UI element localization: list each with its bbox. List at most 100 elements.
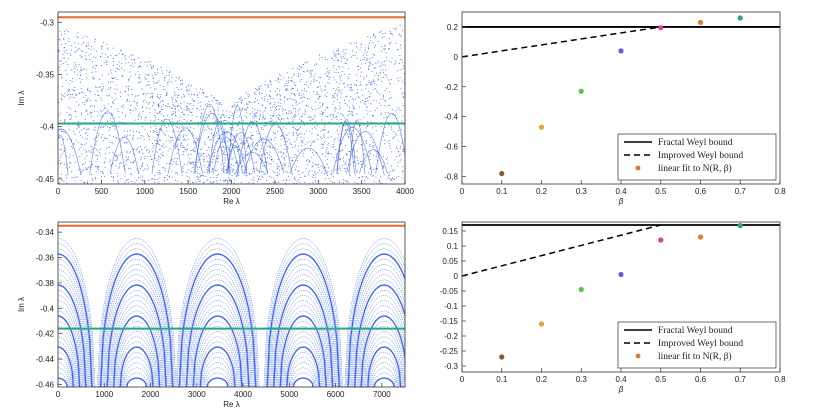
eigenvalue-point xyxy=(172,101,174,103)
eigenvalue-point xyxy=(104,153,106,155)
eigenvalue-point xyxy=(87,97,89,99)
eigenvalue-point xyxy=(379,181,381,183)
eigenvalue-point xyxy=(387,177,389,179)
eigenvalue-point xyxy=(338,139,340,141)
eigenvalue-point xyxy=(197,140,199,142)
eigenvalue-point xyxy=(371,70,373,72)
eigenvalue-point xyxy=(213,155,216,157)
eigenvalue-point xyxy=(347,83,349,86)
eigenvalue-point xyxy=(203,175,205,177)
y-tick-label: -0.3 xyxy=(444,362,458,371)
eigenvalue-point xyxy=(304,111,307,113)
eigenvalue-point xyxy=(150,126,152,128)
eigenvalue-point xyxy=(160,106,163,108)
eigenvalue-point xyxy=(301,140,303,142)
eigenvalue-arc xyxy=(58,258,92,387)
eigenvalue-arc xyxy=(284,336,323,387)
eigenvalue-point xyxy=(278,77,280,79)
eigenvalue-point xyxy=(210,171,212,173)
eigenvalue-point xyxy=(212,182,214,184)
eigenvalue-point xyxy=(253,176,255,178)
x-tick-label: 0.6 xyxy=(695,375,707,384)
eigenvalue-point xyxy=(292,131,294,133)
eigenvalue-point xyxy=(103,140,105,142)
eigenvalue-point xyxy=(367,172,370,174)
eigenvalue-point xyxy=(192,163,194,165)
eigenvalue-point xyxy=(154,88,156,90)
eigenvalue-point xyxy=(252,116,254,118)
eigenvalue-point xyxy=(170,81,173,83)
eigenvalue-point xyxy=(245,139,247,141)
eigenvalue-point xyxy=(224,154,226,156)
eigenvalue-point xyxy=(115,165,117,167)
eigenvalue-point xyxy=(327,82,329,84)
eigenvalue-point xyxy=(280,79,282,81)
eigenvalue-point xyxy=(114,70,116,72)
eigenvalue-point xyxy=(73,68,75,70)
eigenvalue-point xyxy=(246,102,248,104)
eigenvalue-point xyxy=(81,153,83,155)
eigenvalue-point xyxy=(286,84,289,86)
eigenvalue-point xyxy=(193,162,195,164)
eigenvalue-point xyxy=(65,69,67,72)
eigenvalue-point xyxy=(130,65,132,67)
eigenvalue-point xyxy=(309,145,311,147)
eigenvalue-arch xyxy=(359,149,388,174)
eigenvalue-point xyxy=(154,82,156,84)
eigenvalue-point xyxy=(188,177,190,179)
eigenvalue-point xyxy=(231,158,233,160)
eigenvalue-point xyxy=(83,41,85,43)
eigenvalue-point xyxy=(171,163,173,165)
eigenvalue-point xyxy=(67,94,70,96)
eigenvalue-point xyxy=(332,143,334,145)
eigenvalue-point xyxy=(271,84,273,86)
eigenvalue-point xyxy=(317,172,319,174)
eigenvalue-point xyxy=(371,127,374,129)
eigenvalue-point xyxy=(283,165,286,167)
eigenvalue-point xyxy=(336,129,338,131)
eigenvalue-point xyxy=(324,109,326,111)
eigenvalue-point xyxy=(278,81,280,83)
eigenvalue-point xyxy=(387,162,389,164)
eigenvalue-point xyxy=(391,177,393,179)
eigenvalue-arc xyxy=(99,253,174,387)
eigenvalue-point xyxy=(268,121,270,123)
eigenvalue-point xyxy=(125,86,127,88)
eigenvalue-point xyxy=(93,129,95,131)
eigenvalue-point xyxy=(134,160,136,162)
eigenvalue-point xyxy=(398,63,401,65)
eigenvalue-point xyxy=(257,170,259,172)
eigenvalue-point xyxy=(218,101,220,103)
eigenvalue-point xyxy=(251,135,253,137)
eigenvalue-point xyxy=(289,97,291,99)
eigenvalue-point xyxy=(400,35,402,37)
eigenvalue-point xyxy=(328,71,330,73)
eigenvalue-arc xyxy=(344,238,405,387)
eigenvalue-arc xyxy=(357,300,405,387)
eigenvalue-point xyxy=(114,154,117,157)
eigenvalue-point xyxy=(383,156,385,158)
eigenvalue-point xyxy=(285,109,287,111)
eigenvalue-point xyxy=(213,152,215,154)
eigenvalue-point xyxy=(267,84,269,86)
eigenvalue-point xyxy=(63,150,65,152)
eigenvalue-point xyxy=(355,92,357,94)
eigenvalue-point xyxy=(172,118,174,120)
eigenvalue-point xyxy=(258,141,260,144)
eigenvalue-point xyxy=(101,99,103,101)
eigenvalue-point xyxy=(260,128,262,130)
eigenvalue-point xyxy=(159,93,161,95)
eigenvalue-point xyxy=(260,85,262,87)
eigenvalue-point xyxy=(332,175,334,177)
y-tick-label: -0.34 xyxy=(36,228,55,237)
eigenvalue-point xyxy=(341,143,343,145)
eigenvalue-point xyxy=(158,148,160,151)
eigenvalue-point xyxy=(250,126,253,129)
eigenvalue-point xyxy=(152,64,155,66)
eigenvalue-point xyxy=(114,117,116,119)
eigenvalue-point xyxy=(93,105,96,107)
eigenvalue-point xyxy=(362,54,364,56)
eigenvalue-point xyxy=(281,107,283,109)
eigenvalue-point xyxy=(201,155,203,157)
eigenvalue-point xyxy=(66,29,68,31)
